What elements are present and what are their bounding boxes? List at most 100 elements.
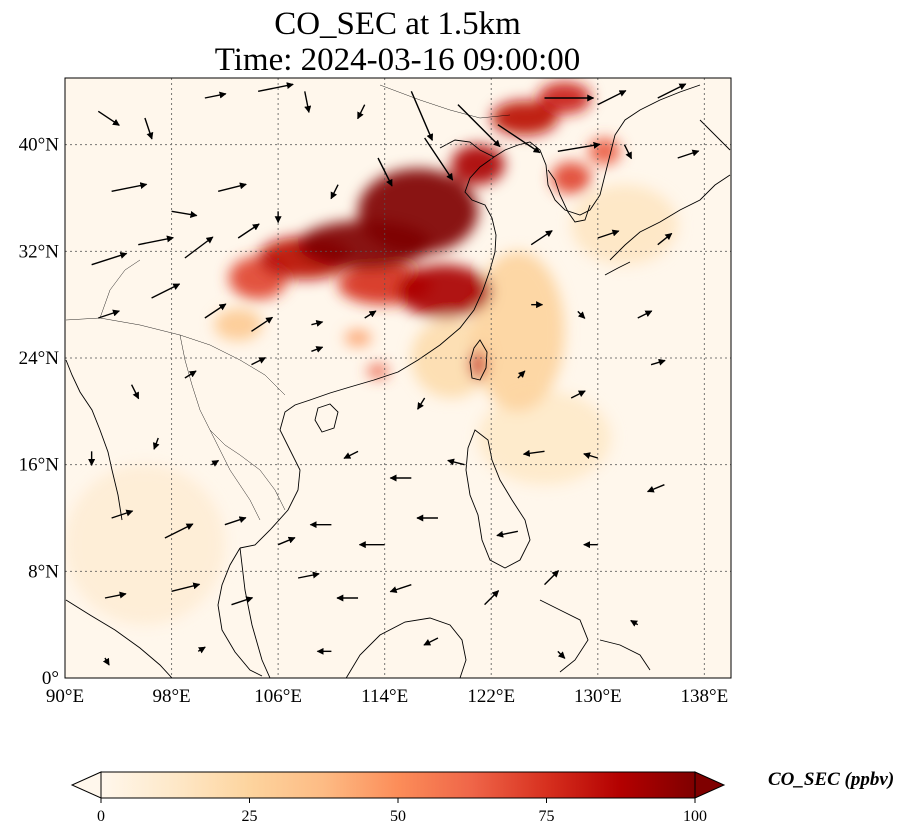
wind-arrow <box>497 124 541 154</box>
wind-vectors <box>88 82 700 666</box>
wind-arrow <box>311 319 324 327</box>
wind-arrow <box>251 357 267 366</box>
wind-arrow <box>570 390 586 399</box>
wind-arrow <box>423 637 439 646</box>
wind-arrow <box>557 650 566 659</box>
wind-arrow <box>218 182 247 193</box>
co-plume-13 <box>469 350 486 380</box>
wind-arrow <box>583 452 599 459</box>
map-frame <box>64 77 732 679</box>
wind-arrow <box>623 144 633 160</box>
co-plume-10 <box>551 162 592 194</box>
wind-arrow <box>304 91 312 114</box>
wind-arrow <box>151 283 181 299</box>
wind-arrow <box>277 536 296 546</box>
co-plume-16 <box>398 264 492 319</box>
wind-arrow <box>204 91 227 99</box>
colorbar-tick-label: 75 <box>539 808 555 825</box>
wind-arrow <box>97 110 120 126</box>
wind-arrow <box>577 310 586 319</box>
lat-tick-label: 32°N <box>19 241 60 262</box>
lon-tick-label: 122°E <box>467 686 515 707</box>
wind-arrow <box>237 223 260 239</box>
co-plume-5 <box>214 308 263 341</box>
wind-arrow <box>677 149 700 159</box>
wind-arrow <box>522 449 545 457</box>
lon-tick-label: 90°E <box>46 686 84 707</box>
colorbar-label: CO_SEC (ppbv) <box>768 769 895 790</box>
wind-arrow <box>104 591 127 599</box>
co-plume-4 <box>471 251 565 412</box>
wind-arrow <box>297 571 320 579</box>
wind-arrow <box>630 619 639 627</box>
wind-arrow <box>311 346 324 353</box>
co-plume-2 <box>571 184 678 265</box>
wind-arrow <box>496 530 519 538</box>
co-plume-15 <box>491 100 558 136</box>
lat-tick-label: 40°N <box>19 135 60 156</box>
wind-arrow <box>484 590 500 606</box>
wind-arrow <box>530 230 553 246</box>
map-title: CO_SEC at 1.5km <box>274 6 521 42</box>
wind-arrow <box>130 384 140 400</box>
wind-arrow <box>597 229 620 239</box>
colorbar-tick-label: 0 <box>97 808 105 825</box>
lon-tick-label: 130°E <box>574 686 622 707</box>
wind-arrow <box>231 596 254 606</box>
wind-arrow <box>204 303 227 319</box>
wind-arrow <box>164 523 194 539</box>
wind-arrow <box>144 117 154 140</box>
colorbar-extend-low <box>70 771 102 799</box>
wind-arrow <box>646 484 665 493</box>
wind-arrow <box>389 584 412 593</box>
lon-tick-label: 138°E <box>681 686 729 707</box>
wind-arrow <box>102 657 110 666</box>
country-borders <box>65 84 511 521</box>
gridlines <box>65 78 731 678</box>
wind-arrow <box>111 509 134 519</box>
lat-tick-label: 8°N <box>28 561 59 582</box>
wind-arrow <box>171 210 198 218</box>
wind-arrow <box>424 137 454 181</box>
coastlines <box>65 84 731 678</box>
wind-arrow <box>138 235 174 246</box>
lat-tick-label: 0° <box>42 668 59 689</box>
wind-arrow <box>211 459 220 467</box>
map-subtitle: Time: 2024-03-16 09:00:00 <box>214 42 581 78</box>
axis-ticks: 90°E 98°E 106°E 114°E 122°E 130°E 138°E 0° 8°N 16… <box>19 135 729 707</box>
co-plume-19 <box>298 220 432 269</box>
wind-arrow <box>171 582 201 593</box>
wind-arrow <box>111 182 148 193</box>
colorbar-bar <box>100 771 696 799</box>
wind-arrow <box>457 104 501 148</box>
wind-arrow <box>98 309 120 319</box>
wind-arrow <box>91 252 128 266</box>
wind-arrow <box>364 310 377 319</box>
co-plume-7 <box>588 138 621 165</box>
co-plume-1 <box>477 391 612 485</box>
colorbar-tick-label: 50 <box>390 808 406 825</box>
wind-arrow <box>650 358 666 366</box>
colorbar-tick-label: 25 <box>242 808 258 825</box>
wind-arrow <box>657 232 673 246</box>
colorbar: 0 25 50 75 100 <box>70 771 726 825</box>
wind-arrow <box>357 104 366 120</box>
wind-arrow <box>197 646 206 654</box>
wind-arrow <box>447 458 465 466</box>
wind-arrow <box>152 437 160 450</box>
wind-arrow <box>657 83 687 99</box>
colorbar-tick-label: 100 <box>683 808 707 825</box>
colorbar-extend-high <box>694 771 726 799</box>
wind-arrow <box>184 370 197 379</box>
wind-arrow <box>557 141 601 153</box>
co-plume-0 <box>65 464 225 625</box>
wind-arrow <box>258 82 294 93</box>
wind-arrow <box>637 310 653 319</box>
co-plume-8 <box>367 364 389 379</box>
wind-arrow <box>343 450 359 459</box>
wind-arrow <box>410 91 434 141</box>
wind-arrow <box>330 184 339 200</box>
wind-arrow <box>184 236 214 259</box>
wind-arrow <box>544 570 560 586</box>
